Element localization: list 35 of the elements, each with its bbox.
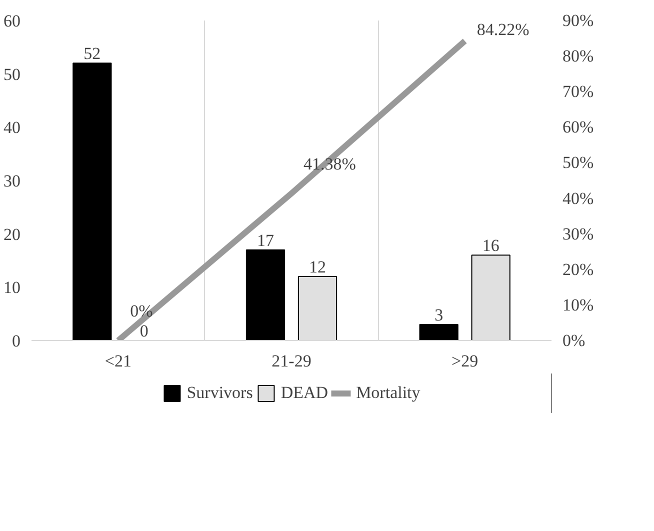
bar (72, 62, 112, 340)
y2-tick-label: 80% (562, 46, 594, 66)
data-label: 41.38% (304, 154, 356, 174)
data-label: 3 (434, 306, 444, 324)
data-label: 0% (130, 302, 153, 320)
y-tick-label: 30 (4, 172, 20, 190)
bar (419, 324, 458, 340)
x-tick-label: >29 (452, 352, 478, 370)
y2-tick-label: 0% (562, 331, 586, 350)
y2-tick-label: 70% (562, 82, 594, 102)
x-tick-label: <21 (104, 352, 132, 370)
x-tick-label: 21-29 (272, 352, 312, 370)
legend-label: Mortality (356, 383, 420, 403)
y-tick-label: 50 (4, 64, 20, 84)
data-label: 52 (84, 44, 101, 64)
y2-tick-label: 50% (562, 153, 594, 172)
y2-tick-label: 30% (562, 224, 594, 244)
y-tick-label: 40 (4, 118, 20, 138)
y-tick-label: 20 (4, 224, 20, 244)
data-label: 16 (482, 236, 500, 256)
data-label: 17 (257, 230, 274, 250)
y2-tick-label: 10% (562, 295, 594, 314)
legend-label: Survivors (186, 383, 253, 403)
y-tick-label: 60 (4, 12, 20, 30)
y2-tick-label: 60% (562, 118, 594, 137)
y2-tick-label: 40% (562, 188, 594, 208)
y2-tick-label: 20% (562, 260, 594, 279)
y2-tick-label: 90% (562, 11, 594, 30)
legend-label: DEAD (280, 383, 328, 403)
y-tick-label: 0 (12, 332, 20, 350)
data-label: 0 (140, 322, 148, 340)
bar (246, 249, 286, 340)
y-tick-label: 10 (4, 278, 20, 298)
data-label: 84.22% (476, 20, 530, 40)
data-label: 12 (309, 258, 326, 276)
